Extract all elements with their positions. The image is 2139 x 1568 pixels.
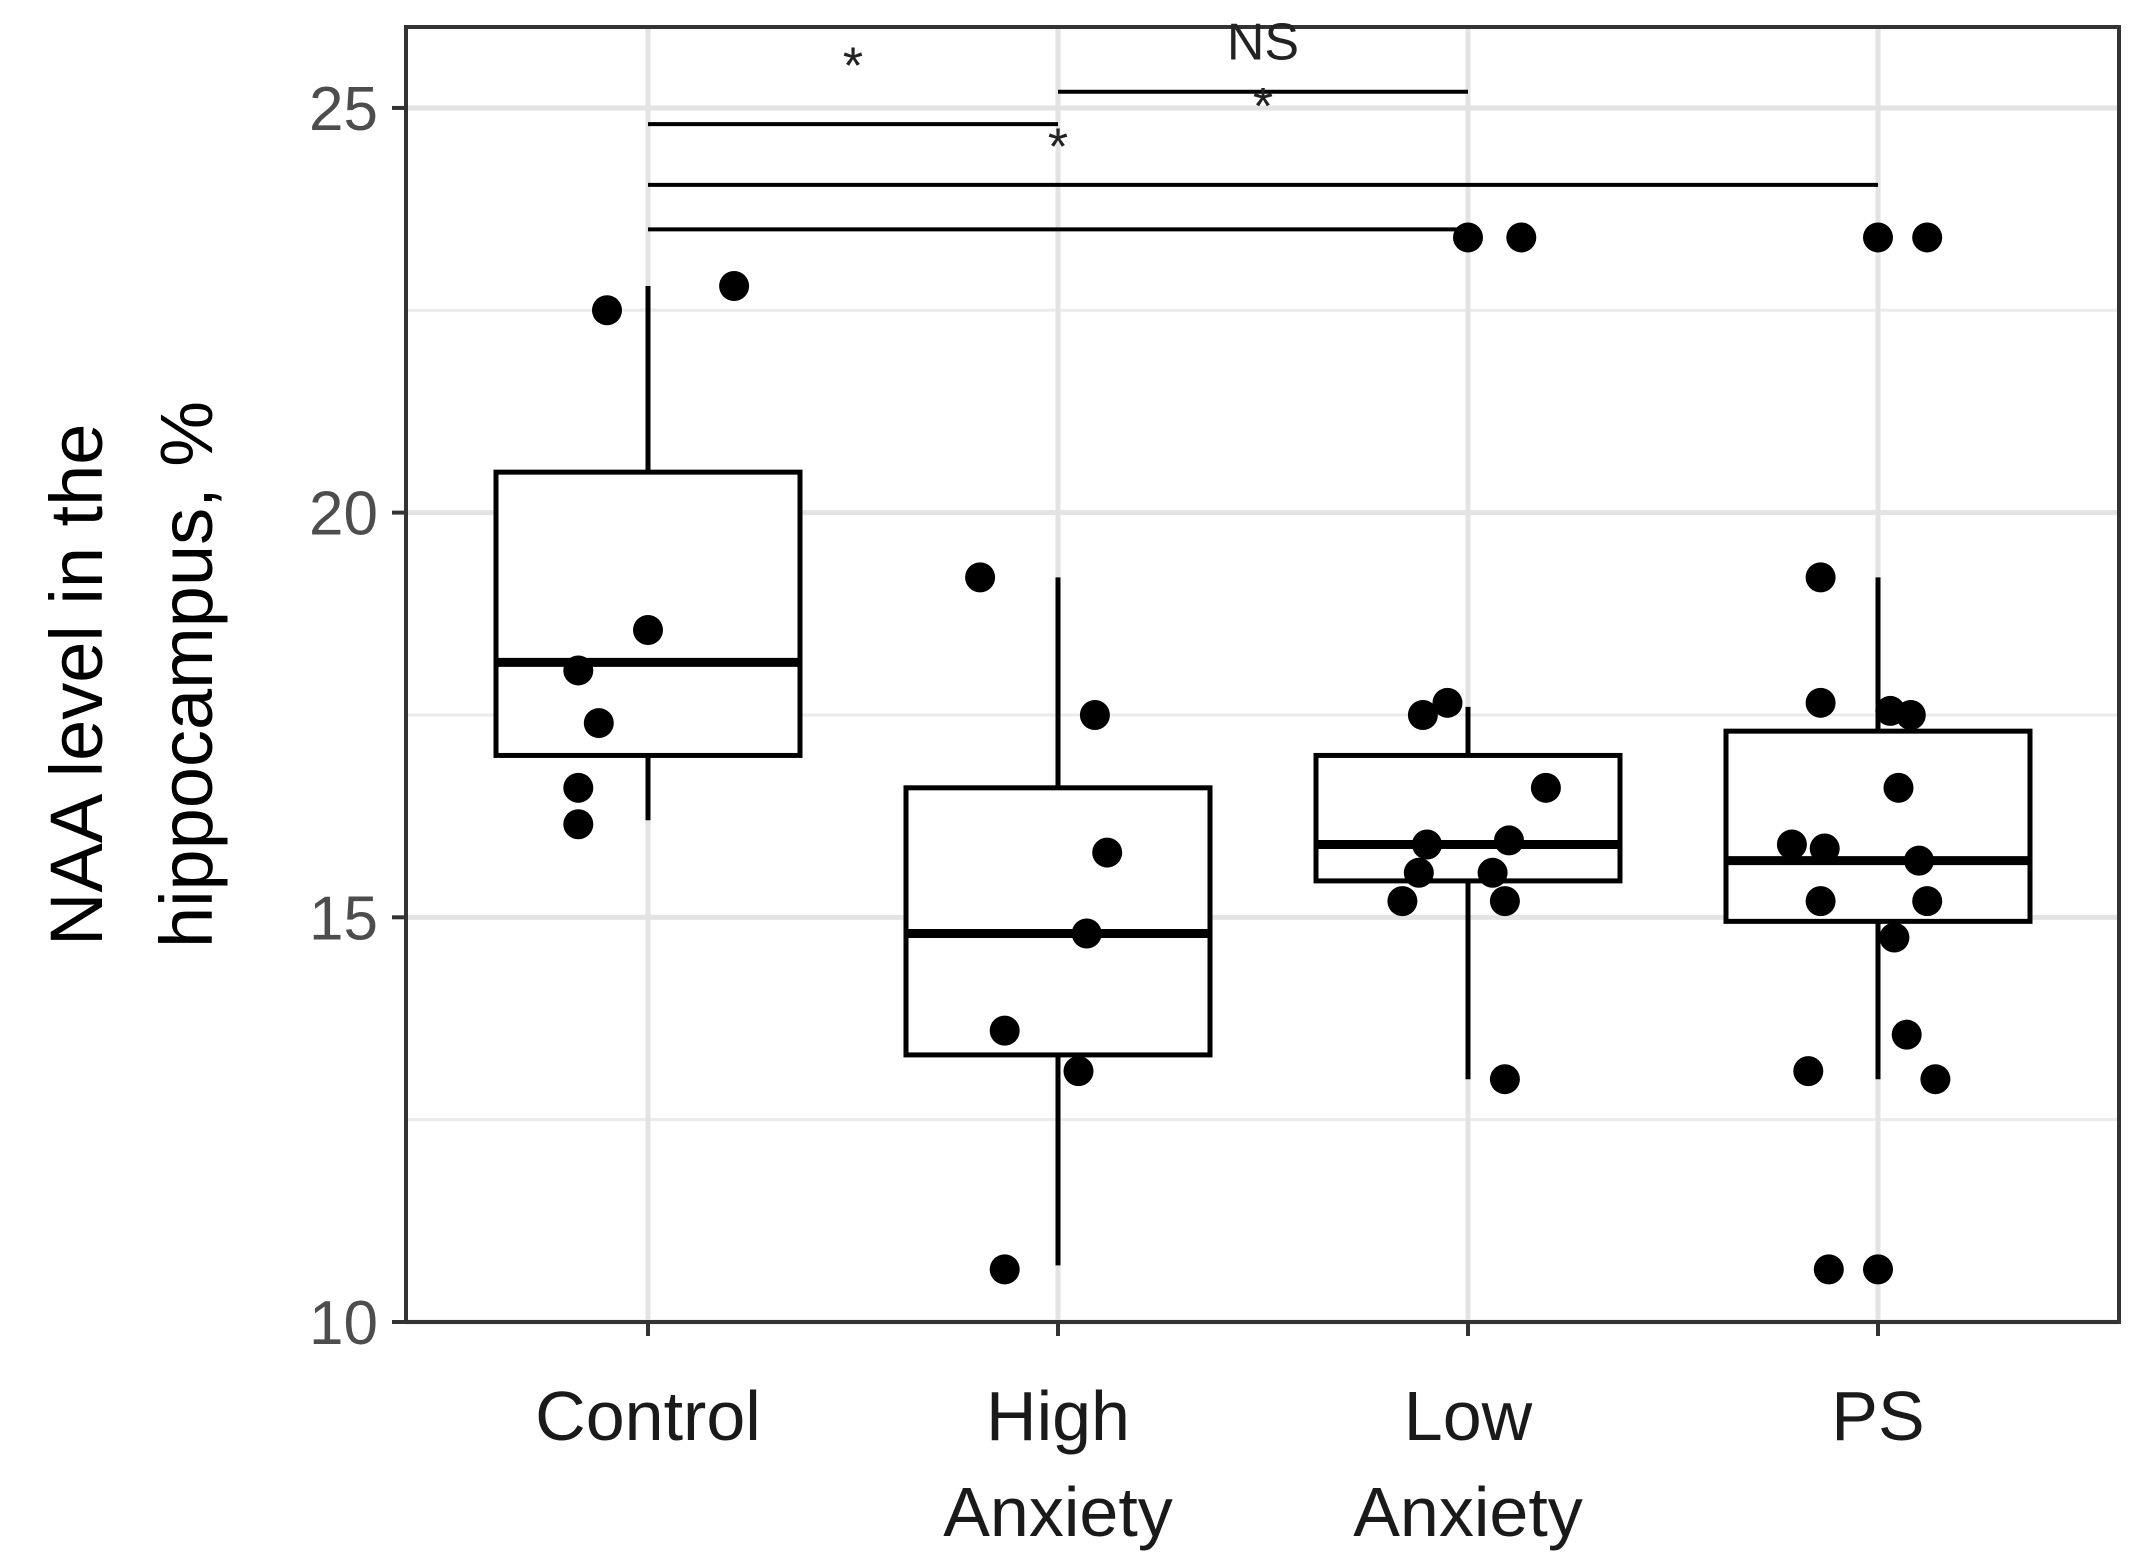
comparison-bracket: * <box>648 119 1878 187</box>
plot-panel-border <box>404 25 2121 1324</box>
significance-label: * <box>1253 78 1273 136</box>
y-tick-label: 25 <box>309 75 378 144</box>
significance-label: * <box>1048 119 1068 177</box>
data-point <box>1793 1056 1824 1087</box>
y-axis-title: NAA level in the hippocampus, % <box>35 401 228 948</box>
data-point <box>1912 886 1943 917</box>
data-point <box>1432 687 1463 718</box>
data-point <box>1895 699 1926 730</box>
data-point <box>1805 886 1836 917</box>
box-iqr <box>903 785 1213 1058</box>
data-point <box>1863 222 1893 253</box>
data-point <box>1453 222 1483 253</box>
significance-label: NS <box>1227 13 1299 71</box>
box-control <box>493 286 803 821</box>
data-point <box>1407 699 1438 730</box>
data-point <box>1477 857 1508 888</box>
data-point <box>633 614 663 645</box>
box-iqr <box>1313 752 1623 884</box>
data-point <box>1063 1056 1094 1087</box>
data-point <box>1387 886 1418 917</box>
y-axis-title-line-1: NAA level in the <box>35 424 118 946</box>
comparison-bracket: NS <box>1058 13 1468 94</box>
box-ps <box>1723 577 2033 1080</box>
x-tick-label: Low <box>1404 1377 1533 1455</box>
y-tick-label: 15 <box>309 884 378 953</box>
data-point <box>1883 772 1914 803</box>
data-point <box>1403 857 1434 888</box>
comparison-bracket: * <box>648 78 1468 232</box>
x-tick-label: Anxiety <box>1353 1473 1583 1551</box>
data-point <box>1412 829 1442 860</box>
x-tick-label: Control <box>535 1377 761 1455</box>
x-tick-label: Anxiety <box>943 1473 1173 1551</box>
axes: 10 15 20 25 Control High Anxiety Low Anxiety PS <box>309 75 1925 1551</box>
data-point <box>1776 829 1807 860</box>
data-point <box>1904 845 1934 876</box>
data-point <box>1530 772 1561 803</box>
data-point <box>1489 886 1520 917</box>
data-point <box>563 772 594 803</box>
box-series <box>493 286 2033 1266</box>
data-point <box>1805 687 1836 718</box>
data-point <box>1092 837 1123 868</box>
data-point <box>1079 699 1110 730</box>
data-point <box>563 655 594 686</box>
data-point <box>965 562 996 593</box>
y-tick-label: 10 <box>309 1289 378 1358</box>
data-point <box>989 1015 1020 1046</box>
data-point <box>719 271 750 301</box>
data-point <box>1891 1019 1922 1050</box>
box-iqr <box>493 469 803 758</box>
y-axis-title-line-2: hippocampus, % <box>145 401 228 948</box>
data-point <box>1863 1254 1893 1285</box>
box-high-anxiety <box>903 577 1213 1266</box>
x-tick-label: PS <box>1831 1377 1924 1455</box>
data-point <box>1809 833 1840 864</box>
box-iqr <box>1723 728 2033 924</box>
data-point <box>1489 1064 1520 1095</box>
significance-label: * <box>843 38 863 96</box>
data-point <box>1912 222 1943 253</box>
data-points <box>563 222 1951 1285</box>
data-point <box>1071 918 1102 949</box>
data-point <box>1879 922 1910 953</box>
box-low-anxiety <box>1313 706 1623 1080</box>
data-point <box>1506 222 1537 253</box>
comparison-bracket: * <box>648 38 1058 127</box>
data-point <box>592 295 622 326</box>
x-tick-label: High <box>986 1377 1130 1455</box>
y-tick-label: 20 <box>309 480 378 549</box>
data-point <box>1920 1064 1951 1095</box>
data-point <box>583 708 614 739</box>
data-point <box>1813 1254 1844 1285</box>
data-point <box>563 809 594 840</box>
data-point <box>1805 562 1836 593</box>
data-point <box>989 1254 1020 1285</box>
data-point <box>1494 825 1524 856</box>
significance-brackets: * NS * * <box>648 13 1878 232</box>
